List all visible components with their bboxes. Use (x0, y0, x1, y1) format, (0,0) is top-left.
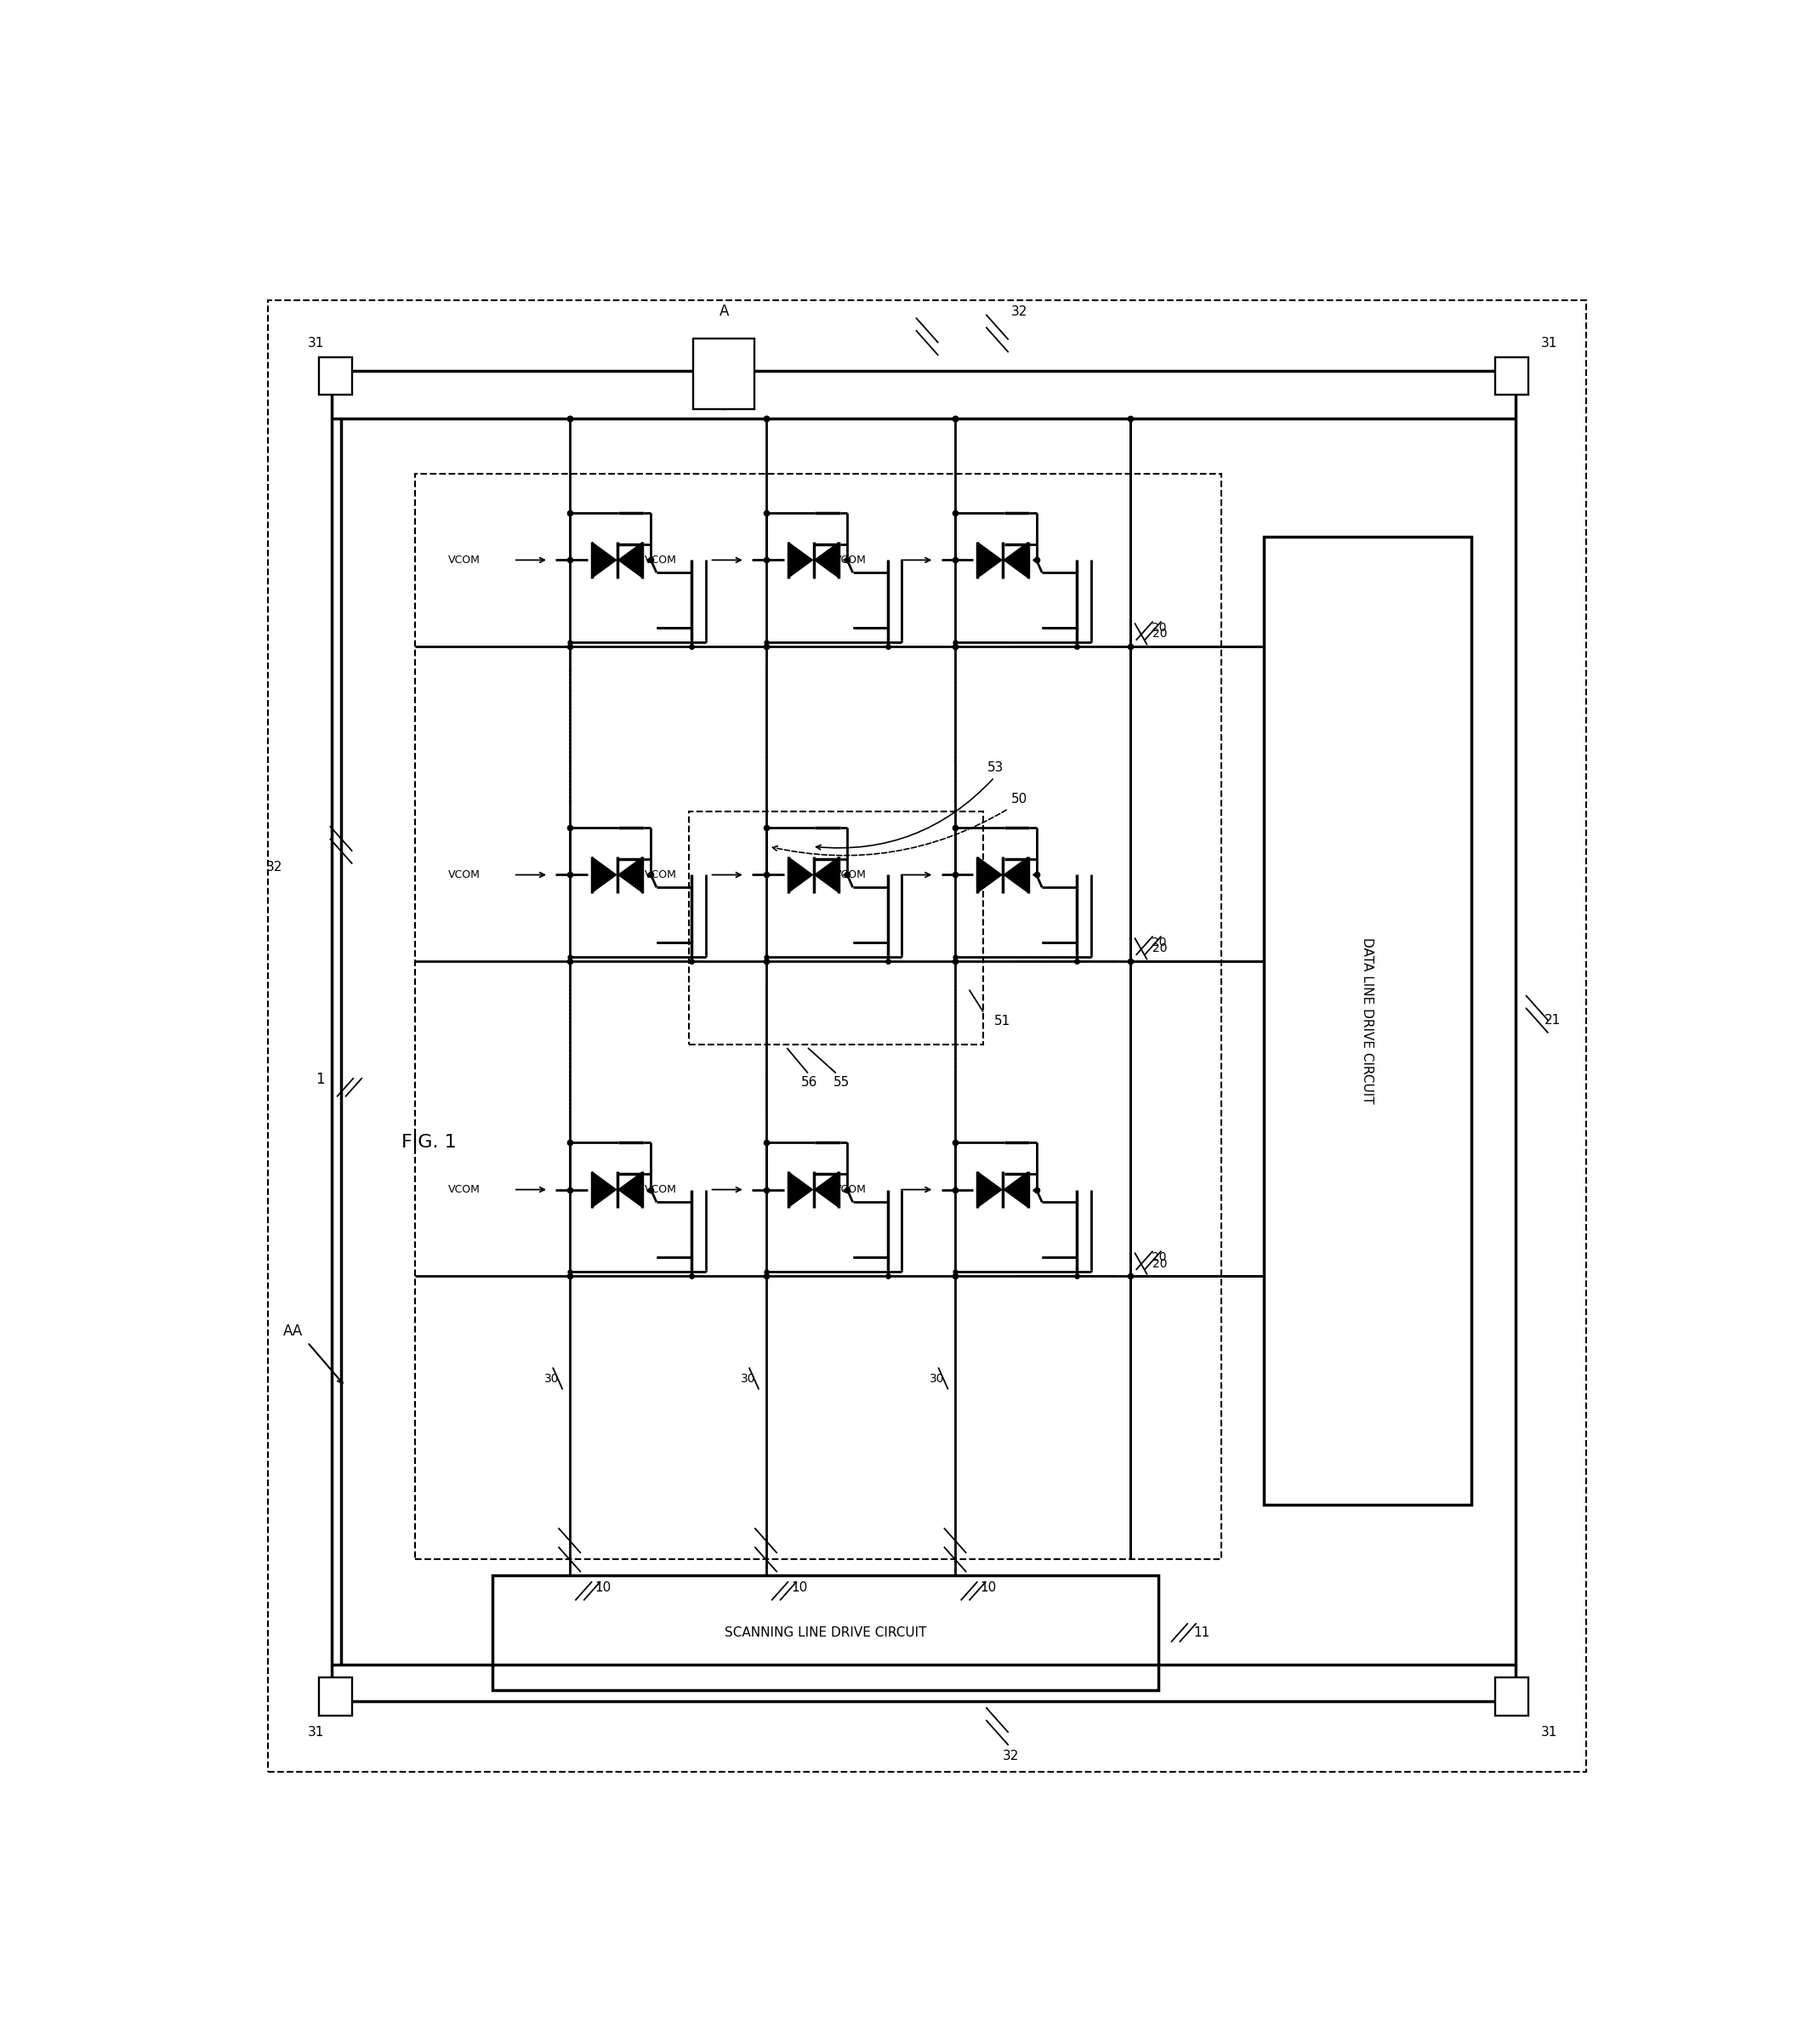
Text: VCOM: VCOM (644, 869, 677, 881)
Text: 21: 21 (1543, 1014, 1561, 1026)
Text: 10: 10 (980, 1582, 997, 1594)
Text: 30: 30 (545, 1372, 559, 1384)
Text: 31: 31 (308, 1727, 324, 1739)
Bar (318, 1678, 353, 1715)
Polygon shape (789, 1171, 814, 1208)
Text: 11: 11 (1194, 1627, 1210, 1639)
Text: 1: 1 (315, 1071, 324, 1087)
Text: 20: 20 (1151, 1251, 1167, 1263)
Text: 32: 32 (266, 861, 282, 873)
Bar (416, 474, 1221, 1560)
Polygon shape (814, 856, 839, 893)
Polygon shape (789, 856, 814, 893)
Text: A: A (718, 305, 729, 319)
Text: 53: 53 (988, 762, 1004, 775)
Text: VCOM: VCOM (644, 554, 677, 566)
Text: 30: 30 (740, 1372, 756, 1384)
Polygon shape (977, 542, 1002, 578)
Polygon shape (1002, 1171, 1028, 1208)
Text: 20: 20 (1152, 628, 1169, 640)
Text: 31: 31 (308, 337, 324, 350)
Text: 20: 20 (1151, 936, 1167, 948)
Bar (1494, 1678, 1529, 1715)
Polygon shape (1002, 856, 1028, 893)
Text: VCOM: VCOM (449, 1183, 481, 1196)
Bar (1494, 358, 1529, 394)
Polygon shape (592, 1171, 617, 1208)
Polygon shape (814, 1171, 839, 1208)
Text: VCOM: VCOM (834, 554, 867, 566)
Text: AA: AA (284, 1325, 304, 1339)
Polygon shape (592, 542, 617, 578)
Text: 31: 31 (1541, 1727, 1558, 1739)
Text: 31: 31 (1541, 337, 1558, 350)
Text: VCOM: VCOM (834, 869, 867, 881)
Text: 50: 50 (1011, 793, 1028, 805)
Text: 32: 32 (1011, 305, 1028, 317)
Text: 20: 20 (1151, 621, 1167, 634)
Bar (1263, 536, 1471, 1504)
Bar (689, 811, 984, 1044)
Text: 10: 10 (791, 1582, 807, 1594)
Bar (492, 1576, 1158, 1690)
Text: 51: 51 (995, 1014, 1011, 1028)
Text: VCOM: VCOM (449, 869, 481, 881)
Text: 56: 56 (801, 1077, 818, 1089)
Text: 30: 30 (930, 1372, 944, 1384)
Polygon shape (617, 1171, 642, 1208)
Text: 55: 55 (834, 1077, 850, 1089)
Text: DATA LINE DRIVE CIRCUIT: DATA LINE DRIVE CIRCUIT (1360, 938, 1373, 1104)
Text: VCOM: VCOM (449, 554, 481, 566)
Text: VCOM: VCOM (834, 1183, 867, 1196)
Polygon shape (1002, 542, 1028, 578)
Polygon shape (617, 542, 642, 578)
Polygon shape (977, 856, 1002, 893)
Text: 32: 32 (1002, 1750, 1020, 1762)
Polygon shape (617, 856, 642, 893)
Text: FIG. 1: FIG. 1 (402, 1134, 456, 1151)
Bar (331, 372, 1516, 1701)
Polygon shape (977, 1171, 1002, 1208)
Polygon shape (789, 542, 814, 578)
Text: VCOM: VCOM (644, 1183, 677, 1196)
Polygon shape (814, 542, 839, 578)
Polygon shape (592, 856, 617, 893)
Bar (318, 358, 353, 394)
Text: 20: 20 (1152, 942, 1169, 955)
Text: 20: 20 (1152, 1257, 1169, 1269)
Text: 10: 10 (595, 1582, 611, 1594)
Bar (693, 337, 754, 409)
Text: SCANNING LINE DRIVE CIRCUIT: SCANNING LINE DRIVE CIRCUIT (724, 1627, 926, 1639)
